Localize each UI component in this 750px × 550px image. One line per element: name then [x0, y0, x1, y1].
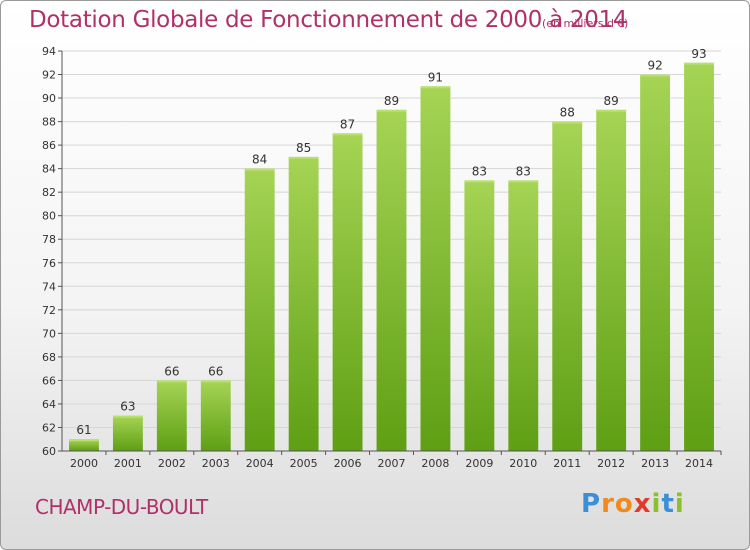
y-tick-label: 62: [42, 421, 56, 434]
bar: [684, 62, 714, 451]
commune-name: CHAMP-DU-BOULT: [35, 495, 208, 519]
data-label: 85: [296, 141, 311, 155]
x-tick-label: 2001: [114, 457, 142, 470]
bar-top-highlight: [112, 415, 143, 418]
data-label: 83: [472, 164, 487, 178]
x-tick-label: 2004: [246, 457, 274, 470]
y-tick-label: 90: [42, 92, 56, 105]
logo-letter: r: [601, 489, 615, 519]
data-label: 61: [76, 423, 91, 437]
y-tick-label: 92: [42, 69, 56, 82]
x-tick-label: 2003: [202, 457, 230, 470]
y-tick-label: 78: [42, 233, 56, 246]
data-label: 88: [560, 106, 575, 120]
bar-top-highlight: [508, 180, 539, 183]
y-tick-label: 88: [42, 116, 56, 129]
logo-letter: i: [674, 489, 685, 519]
y-tick-label: 72: [42, 304, 56, 317]
y-tick-label: 70: [42, 327, 56, 340]
units-note: (en milliers d'€): [542, 17, 629, 30]
bar-top-highlight: [156, 380, 187, 383]
bar: [640, 74, 671, 451]
data-label: 83: [516, 164, 531, 178]
bars: 61 63 66 66 84 85 87 89 91 83 83 88 89 92 93: [69, 47, 714, 452]
data-label: 92: [647, 59, 662, 73]
axes: 60 62 64 66 68 70 72 74 76 78 80 82 84 86 88 90 92 94 2000…: [42, 45, 722, 470]
y-tick-label: 74: [42, 280, 56, 293]
x-tick-label: 2006: [334, 457, 362, 470]
data-label: 66: [164, 364, 179, 378]
x-tick-label: 2002: [158, 457, 186, 470]
x-tick-label: 2000: [70, 457, 98, 470]
y-tick-label: 84: [42, 163, 56, 176]
bar: [244, 168, 275, 451]
x-tick-label: 2005: [290, 457, 318, 470]
bar-top-highlight: [69, 439, 99, 442]
bar-top-highlight: [552, 121, 583, 124]
y-tick-label: 64: [42, 398, 56, 411]
y-tick-label: 82: [42, 186, 56, 199]
x-tick-label: 2007: [378, 457, 406, 470]
bar: [464, 180, 495, 452]
logo-letter: x: [633, 489, 652, 519]
x-tick-label: 2009: [465, 457, 493, 470]
logo-letter: P: [581, 489, 602, 519]
logo-letter: o: [614, 489, 634, 519]
data-label: 89: [384, 94, 399, 108]
data-label: 87: [340, 117, 355, 131]
bar: [508, 180, 539, 452]
y-tick-label: 86: [42, 139, 56, 152]
bar: [596, 109, 627, 451]
bar: [288, 156, 319, 451]
logo-letter: t: [661, 489, 675, 519]
bar-top-highlight: [376, 109, 407, 112]
bar: [332, 133, 363, 451]
bar: [200, 380, 231, 451]
bar: [112, 415, 143, 451]
bar-top-highlight: [288, 156, 319, 159]
bar-top-highlight: [420, 86, 451, 89]
proxiti-logo: Proxiti: [581, 489, 685, 519]
y-tick-label: 80: [42, 210, 56, 223]
y-tick-label: 60: [42, 445, 56, 458]
x-tick-label: 2011: [553, 457, 581, 470]
bar: [420, 86, 451, 451]
bar: [376, 109, 407, 451]
x-tick-label: 2013: [641, 457, 669, 470]
x-tick-label: 2010: [509, 457, 537, 470]
bar-top-highlight: [332, 133, 363, 136]
bar-top-highlight: [464, 180, 495, 183]
data-label: 63: [120, 400, 135, 414]
logo-letter: i: [651, 489, 662, 519]
x-tick-label: 2014: [685, 457, 713, 470]
y-tick-label: 66: [42, 374, 56, 387]
bar-top-highlight: [596, 109, 627, 112]
bar-top-highlight: [244, 168, 275, 171]
y-tick-label: 94: [42, 45, 56, 58]
data-label: 91: [428, 70, 443, 84]
data-label: 66: [208, 364, 223, 378]
y-tick-label: 68: [42, 351, 56, 364]
bar: [69, 439, 99, 451]
bar-top-highlight: [684, 62, 714, 65]
bar: [156, 380, 187, 451]
x-tick-label: 2008: [421, 457, 449, 470]
data-label: 89: [604, 94, 619, 108]
data-label: 84: [252, 153, 267, 167]
bar-top-highlight: [640, 74, 671, 77]
bar: [552, 121, 583, 452]
bar-top-highlight: [200, 380, 231, 383]
data-label: 93: [691, 47, 706, 61]
y-tick-label: 76: [42, 257, 56, 270]
chart-title: Dotation Globale de Fonctionnement de 20…: [29, 7, 628, 33]
x-tick-label: 2012: [597, 457, 625, 470]
